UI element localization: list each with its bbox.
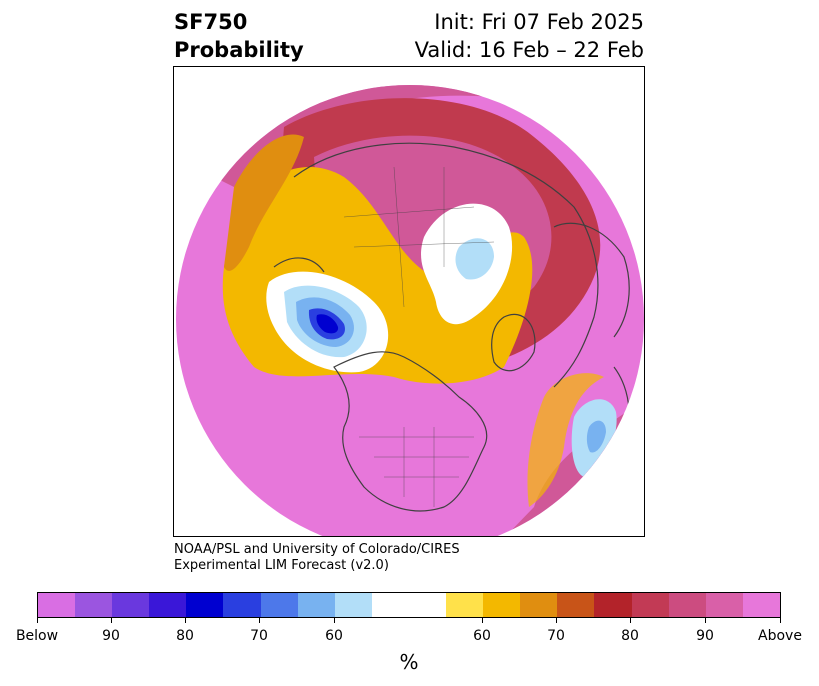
colorbar-tick-mark bbox=[37, 618, 38, 623]
coastline-greenland bbox=[491, 313, 536, 372]
colorbar-tick-label: Below bbox=[15, 628, 59, 644]
colorbar-tick-label: 80 bbox=[621, 628, 639, 644]
colorbar-segment bbox=[149, 593, 187, 617]
colorbar-tick-label: 70 bbox=[250, 628, 268, 644]
colorbar-tick-label: Above bbox=[758, 628, 802, 644]
title-line1: SF750 bbox=[174, 10, 248, 34]
colorbar-segment bbox=[334, 593, 372, 617]
colorbar-segment bbox=[260, 593, 298, 617]
polar-map-svg bbox=[176, 85, 644, 536]
probability-map bbox=[173, 66, 645, 537]
title-line2: Probability bbox=[174, 38, 304, 62]
colorbar-unit-label: % bbox=[399, 650, 419, 674]
colorbar-tick-label: 90 bbox=[102, 628, 120, 644]
colorbar-segment bbox=[223, 593, 261, 617]
borders-us bbox=[359, 427, 474, 507]
colorbar-tick-mark bbox=[780, 618, 781, 623]
region-orange-band bbox=[224, 134, 304, 271]
valid-date-label: Valid: 16 Feb – 22 Feb bbox=[414, 38, 644, 62]
colorbar-segment bbox=[557, 593, 595, 617]
colorbar-segment bbox=[38, 593, 76, 617]
colorbar-segment bbox=[371, 593, 447, 617]
colorbar-tick-label: 80 bbox=[176, 628, 194, 644]
init-date-label: Init: Fri 07 Feb 2025 bbox=[434, 10, 644, 34]
colorbar-tick-mark bbox=[556, 618, 557, 623]
colorbar-segment bbox=[594, 593, 632, 617]
credit-line2: Experimental LIM Forecast (v2.0) bbox=[174, 558, 389, 573]
colorbar-tick-mark bbox=[111, 618, 112, 623]
coastline-eurasia bbox=[293, 142, 599, 388]
region-atlantic-below-mid bbox=[586, 420, 606, 453]
colorbar-tick-mark bbox=[334, 618, 335, 623]
colorbar-segment bbox=[446, 593, 484, 617]
region-atlantic-band bbox=[527, 373, 604, 507]
colorbar-segment bbox=[483, 593, 521, 617]
colorbar-tick-mark bbox=[630, 618, 631, 623]
region-pacific-core bbox=[316, 314, 339, 334]
colorbar-tick-mark bbox=[259, 618, 260, 623]
colorbar-tick-label: 60 bbox=[325, 628, 343, 644]
chart-title: SF750 Probability bbox=[174, 8, 304, 64]
region-below-pole bbox=[455, 238, 494, 280]
colorbar-segment bbox=[520, 593, 558, 617]
colorbar-segment bbox=[112, 593, 150, 617]
coastline-europe bbox=[553, 222, 630, 338]
colorbar-tick-label: 60 bbox=[473, 628, 491, 644]
credit-text: NOAA/PSL and University of Colorado/CIRE… bbox=[174, 542, 460, 574]
colorbar-tick-mark bbox=[482, 618, 483, 623]
colorbar bbox=[37, 592, 781, 618]
borders-asia bbox=[343, 166, 495, 308]
colorbar-tick-mark bbox=[705, 618, 706, 623]
colorbar-tick-mark bbox=[185, 618, 186, 623]
forecast-dates: Init: Fri 07 Feb 2025 Valid: 16 Feb – 22… bbox=[415, 8, 644, 64]
credit-line1: NOAA/PSL and University of Colorado/CIRE… bbox=[174, 542, 460, 557]
colorbar-segment bbox=[742, 593, 780, 617]
colorbar-segment bbox=[186, 593, 224, 617]
colorbar-segment bbox=[668, 593, 706, 617]
colorbar-segment bbox=[297, 593, 335, 617]
colorbar-segment bbox=[631, 593, 669, 617]
colorbar-segment bbox=[705, 593, 743, 617]
colorbar-segment bbox=[75, 593, 113, 617]
coastline-north-america bbox=[333, 351, 488, 512]
colorbar-tick-label: 70 bbox=[547, 628, 565, 644]
colorbar-tick-label: 90 bbox=[696, 628, 714, 644]
coastline-alaska bbox=[273, 257, 325, 273]
